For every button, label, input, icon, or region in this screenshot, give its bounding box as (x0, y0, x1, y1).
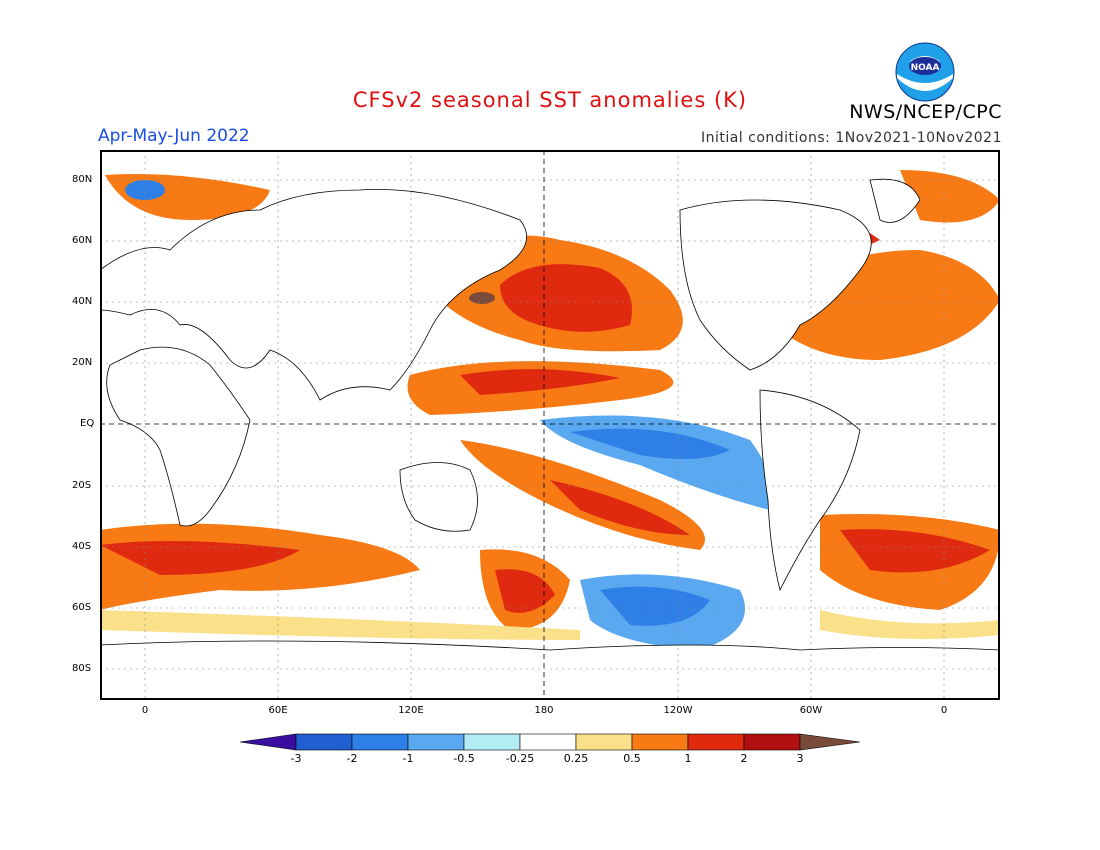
colorbar-label: -0.5 (453, 752, 475, 765)
lat-tick: 20N (72, 357, 93, 368)
graticule (100, 150, 1000, 700)
colorbar-label: 0.5 (623, 752, 641, 765)
anomaly-arctic-warm-right (900, 170, 1000, 223)
antarctica (100, 640, 1000, 700)
anomaly-arctic-cold-left (125, 180, 165, 200)
eurasia (100, 189, 528, 401)
lat-tick: 20S (72, 480, 92, 491)
colorbar-cell (463, 733, 521, 751)
lat-tick: 60N (72, 235, 93, 246)
lon-tick: 120W (663, 705, 693, 716)
anomaly-north-pacific-strong (500, 264, 632, 332)
colorbar-label: 0.25 (563, 752, 589, 765)
colorbar-min-triangle (240, 733, 297, 751)
logo-text: NOAA (911, 63, 940, 73)
australia (399, 462, 478, 532)
africa (106, 346, 251, 527)
lat-tick: 60S (72, 602, 92, 613)
anomaly-southern-ocean-weak (100, 610, 580, 640)
colorbar-label: -0.25 (505, 752, 535, 765)
anomaly-south-pacific-strong (550, 480, 690, 535)
colorbar-cell (575, 733, 633, 751)
anomaly-east-pacific-cold-core (570, 428, 730, 459)
colorbar-cell (631, 733, 689, 751)
season-label: Apr-May-Jun 2022 (98, 126, 250, 146)
sst-anomaly-map (100, 150, 1000, 700)
lon-tick: 60W (799, 705, 823, 716)
lon-tick: 0 (141, 705, 149, 716)
land-outlines (100, 178, 1000, 700)
north-america (679, 199, 872, 371)
colorbar (240, 733, 861, 751)
colorbar-cell (407, 733, 465, 751)
colorbar-cell (351, 733, 409, 751)
colorbar-label: 1 (684, 752, 692, 765)
colorbar-label: -1 (402, 752, 414, 765)
colorbar-max-triangle (799, 733, 861, 751)
anomaly-southern-atlantic-strong (840, 529, 990, 573)
initial-conditions-label: Initial conditions: 1Nov2021-10Nov2021 (700, 130, 1002, 146)
agency-label: NWS/NCEP/CPC (849, 101, 1002, 123)
lon-tick: 0 (940, 705, 948, 716)
lat-tick: 80S (72, 663, 92, 674)
anomaly-southern-indian-strong (100, 541, 300, 575)
lat-tick: 40S (72, 541, 92, 552)
south-america (759, 389, 861, 592)
anomaly-southern-pacific-cold-core (600, 586, 710, 626)
anomaly-west-pacific-strong (460, 369, 620, 395)
lon-tick: 180 (534, 705, 554, 716)
colorbar-label: 3 (796, 752, 804, 765)
colorbar-label: 2 (740, 752, 748, 765)
colorbar-cell (743, 733, 801, 751)
lat-tick: 40N (72, 296, 93, 307)
lon-tick: 120E (398, 705, 424, 716)
anomaly-north-pacific-peak (469, 292, 495, 304)
anomaly-atlantic-weak (820, 610, 1000, 639)
colorbar-cell (519, 733, 577, 751)
colorbar-cell (687, 733, 745, 751)
lat-tick: EQ (80, 418, 95, 429)
title: CFSv2 seasonal SST anomalies (K) (352, 88, 748, 112)
noaa-logo: NOAA (895, 42, 955, 102)
greenland (869, 178, 921, 223)
lon-tick: 60E (268, 705, 288, 716)
map-frame (100, 150, 1000, 700)
colorbar-label: -2 (346, 752, 358, 765)
anomaly-tasman-strong (495, 569, 555, 613)
colorbar-cell (295, 733, 353, 751)
lat-tick: 80N (72, 174, 93, 185)
colorbar-label: -3 (290, 752, 302, 765)
